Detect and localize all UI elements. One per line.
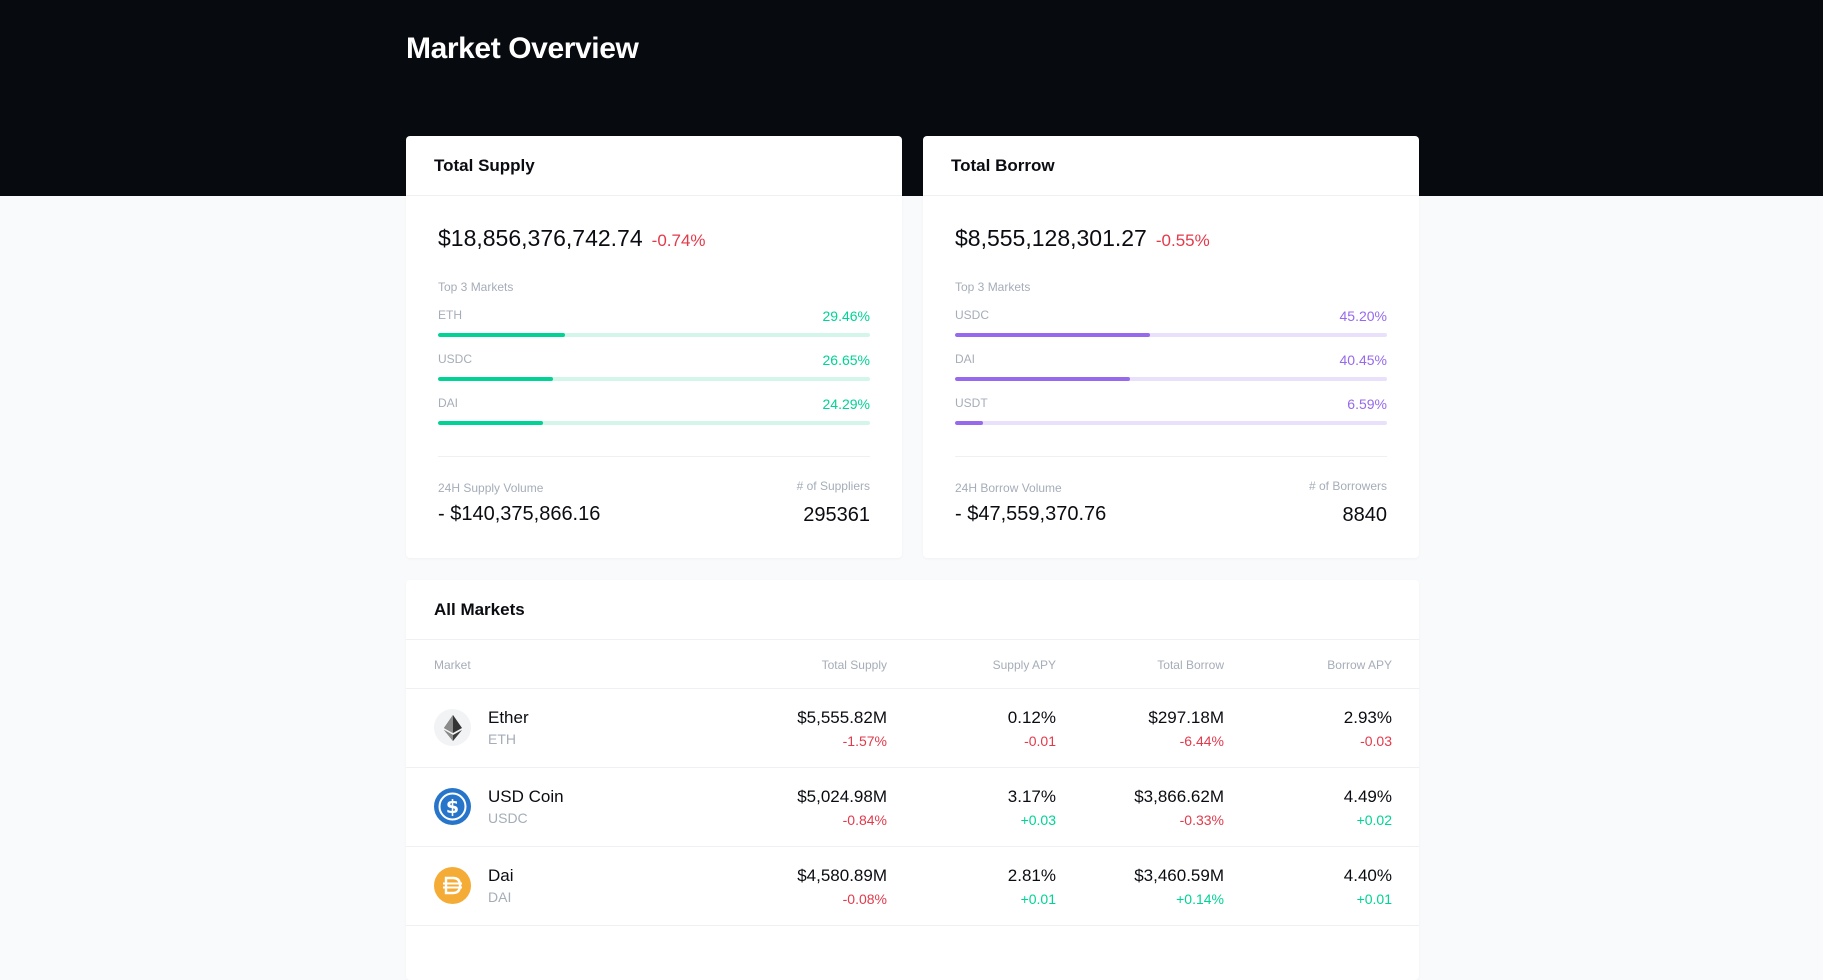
total-borrow-cell: $3,866.62M xyxy=(1134,787,1224,806)
supply-apy-change-cell: +0.03 xyxy=(1020,812,1056,828)
supply-apy-cell: 2.81% xyxy=(1007,866,1056,885)
total-supply-change: -0.74% xyxy=(651,231,706,250)
supply-volume-value: - $140,375,866.16 xyxy=(438,503,601,525)
borrow-top-markets-label: Top 3 Markets xyxy=(955,280,1031,294)
borrow-volume-value: - $47,559,370.76 xyxy=(955,503,1107,525)
total-borrow-value: $8,555,128,301.27 xyxy=(955,225,1147,251)
bar-track xyxy=(955,377,1387,381)
column-header-market[interactable]: Market xyxy=(434,658,471,672)
bar-track xyxy=(438,333,870,337)
suppliers-count-label: # of Suppliers xyxy=(796,479,870,493)
supply-apy-cell: 3.17% xyxy=(1007,787,1056,806)
bar-fill xyxy=(955,333,1151,337)
bar-fill xyxy=(438,421,543,425)
total-supply-change-cell: -0.84% xyxy=(842,812,887,828)
bar-market-name: DAI xyxy=(955,352,976,366)
bar-track xyxy=(955,421,1387,425)
total-borrow-card: Total Borrow $8,555,128,301.27 -0.55% To… xyxy=(923,136,1419,558)
bar-market-pct: 24.29% xyxy=(822,396,870,412)
borrow-market-bar: DAI 40.45% xyxy=(955,352,1387,381)
borrow-market-bar: USDT 6.59% xyxy=(955,396,1387,425)
borrow-apy-cell: 4.40% xyxy=(1343,866,1392,885)
dai-icon xyxy=(434,867,471,904)
supply-market-bar: USDC 26.65% xyxy=(438,352,870,381)
divider xyxy=(438,456,870,457)
supply-market-bar: DAI 24.29% xyxy=(438,396,870,425)
supply-top-markets-label: Top 3 Markets xyxy=(438,280,514,294)
all-markets-card: All Markets Market Total Supply Supply A… xyxy=(406,580,1419,980)
total-supply-cell: $5,024.98M xyxy=(797,787,887,806)
column-header-total-borrow[interactable]: Total Borrow xyxy=(1157,658,1224,672)
bar-fill xyxy=(955,421,984,425)
total-supply-card: Total Supply $18,856,376,742.74 -0.74% T… xyxy=(406,136,902,558)
total-supply-change-cell: -0.08% xyxy=(842,891,887,907)
bar-market-name: USDC xyxy=(955,308,990,322)
supply-apy-cell: 0.12% xyxy=(1007,708,1056,727)
supply-apy-change-cell: -0.01 xyxy=(1024,733,1056,749)
total-borrow-change-cell: -6.44% xyxy=(1179,733,1224,749)
bar-fill xyxy=(438,333,566,337)
bar-fill xyxy=(438,377,554,381)
column-header-supply-apy[interactable]: Supply APY xyxy=(992,658,1056,672)
total-borrow-change-cell: +0.14% xyxy=(1176,891,1224,907)
asset-symbol: ETH xyxy=(488,731,516,747)
total-supply-change-cell: -1.57% xyxy=(842,733,887,749)
asset-name: USD Coin xyxy=(488,787,564,806)
borrowers-count-value: 8840 xyxy=(1342,504,1388,526)
table-row[interactable]: Dai DAI $4,580.89M -0.08% 2.81% +0.01 $3,4… xyxy=(406,847,1419,926)
total-supply-cell: $4,580.89M xyxy=(797,866,887,885)
bar-market-name: USDT xyxy=(955,396,988,410)
all-markets-title: All Markets xyxy=(406,580,1419,640)
asset-name: Dai xyxy=(488,866,514,885)
asset-name: Ether xyxy=(488,708,529,727)
supply-volume-label: 24H Supply Volume xyxy=(438,481,544,495)
bar-track xyxy=(438,377,870,381)
bar-market-pct: 45.20% xyxy=(1339,308,1387,324)
total-supply-value: $18,856,376,742.74 xyxy=(438,225,643,251)
total-borrow-cell: $297.18M xyxy=(1148,708,1224,727)
borrowers-count-label: # of Borrowers xyxy=(1308,479,1387,493)
asset-symbol: DAI xyxy=(488,889,512,905)
divider xyxy=(955,456,1387,457)
bar-market-name: DAI xyxy=(438,396,459,410)
borrow-apy-change-cell: +0.01 xyxy=(1356,891,1392,907)
total-borrow-change-cell: -0.33% xyxy=(1179,812,1224,828)
supply-card-title: Total Supply xyxy=(406,136,902,196)
bar-market-pct: 6.59% xyxy=(1347,396,1387,412)
svg-text:$: $ xyxy=(446,796,459,818)
total-borrow-cell: $3,460.59M xyxy=(1134,866,1224,885)
bar-track xyxy=(438,421,870,425)
total-supply-cell: $5,555.82M xyxy=(797,708,887,727)
total-borrow-change: -0.55% xyxy=(1155,231,1210,250)
table-header: Market Total Supply Supply APY Total Bor… xyxy=(406,640,1419,689)
table-row[interactable]: $ USD Coin USDC $5,024.98M -0.84% 3.17% +0… xyxy=(406,768,1419,847)
bar-market-pct: 40.45% xyxy=(1339,352,1387,368)
borrow-apy-cell: 2.93% xyxy=(1343,708,1392,727)
ether-icon xyxy=(434,709,471,746)
supply-apy-change-cell: +0.01 xyxy=(1020,891,1056,907)
bar-track xyxy=(955,333,1387,337)
borrow-card-title: Total Borrow xyxy=(923,136,1419,196)
column-header-total-supply[interactable]: Total Supply xyxy=(821,658,887,672)
borrow-apy-cell: 4.49% xyxy=(1343,787,1392,806)
asset-symbol: USDC xyxy=(488,810,528,826)
bar-market-name: USDC xyxy=(438,352,473,366)
bar-fill xyxy=(955,377,1130,381)
usdc-icon: $ xyxy=(434,788,471,825)
bar-market-pct: 29.46% xyxy=(822,308,870,324)
bar-market-pct: 26.65% xyxy=(822,352,870,368)
table-row[interactable]: Ether ETH $5,555.82M -1.57% 0.12% -0.01 $2… xyxy=(406,689,1419,768)
supply-market-bar: ETH 29.46% xyxy=(438,308,870,337)
borrow-apy-change-cell: +0.02 xyxy=(1356,812,1392,828)
suppliers-count-value: 295361 xyxy=(803,504,870,526)
column-header-borrow-apy[interactable]: Borrow APY xyxy=(1327,658,1392,672)
header-banner xyxy=(0,0,1823,196)
borrow-apy-change-cell: -0.03 xyxy=(1360,733,1392,749)
borrow-volume-label: 24H Borrow Volume xyxy=(955,481,1062,495)
borrow-market-bar: USDC 45.20% xyxy=(955,308,1387,337)
bar-market-name: ETH xyxy=(438,308,462,322)
page-title: Market Overview xyxy=(406,32,639,65)
